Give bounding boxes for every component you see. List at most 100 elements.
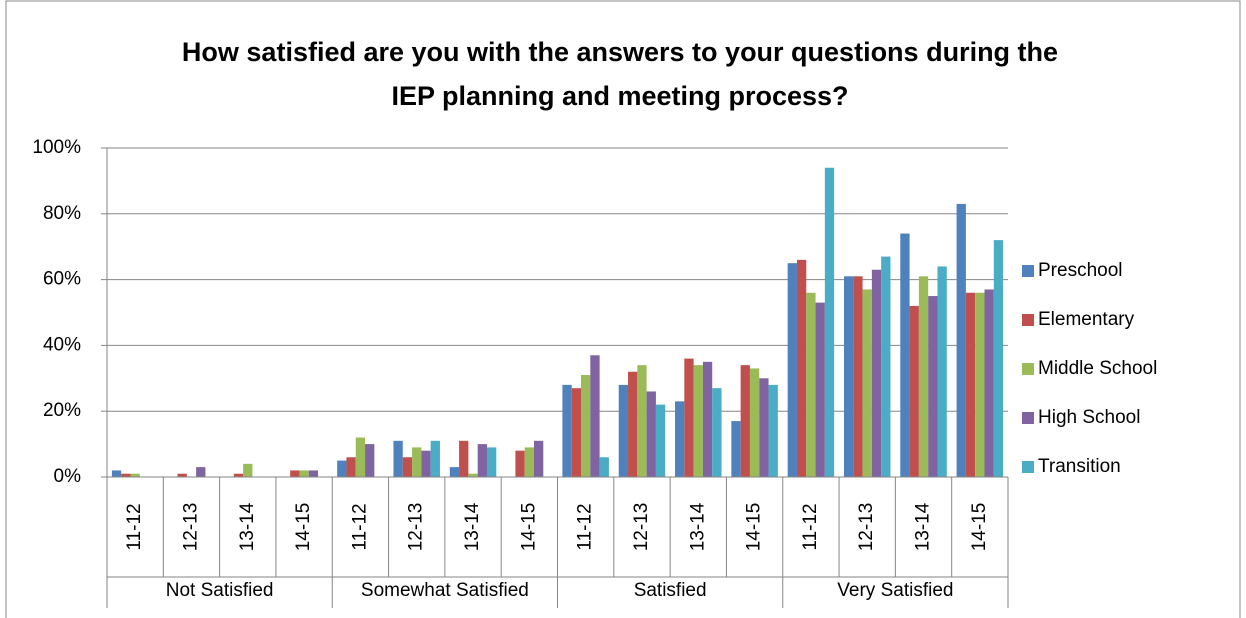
x-tick-label: 12-13: [856, 503, 877, 552]
bar: [993, 240, 1004, 477]
x-tick-label: 11-12: [800, 503, 821, 550]
x-tick-label: 13-14: [462, 502, 483, 551]
bar: [130, 473, 140, 477]
bar: [731, 421, 741, 477]
bar: [233, 473, 244, 477]
bar: [196, 467, 206, 477]
bar: [533, 440, 544, 477]
bar: [477, 444, 487, 477]
bar: [346, 457, 356, 477]
bar: [524, 447, 534, 477]
bar: [562, 384, 572, 477]
bar: [815, 302, 825, 477]
bar: [177, 473, 187, 477]
bar: [308, 470, 319, 477]
y-tick-label: 0%: [54, 466, 82, 487]
bar: [675, 401, 685, 477]
bar: [599, 457, 609, 477]
y-tick-label: 100%: [32, 137, 81, 158]
bar: [843, 276, 854, 477]
bar: [590, 355, 600, 477]
bar: [975, 292, 985, 477]
x-tick-label: 11-12: [575, 503, 596, 550]
bar: [393, 440, 403, 477]
bar: [900, 233, 910, 477]
bar: [749, 368, 760, 477]
bar: [459, 440, 469, 477]
group-label: Somewhat Satisfied: [361, 580, 529, 601]
chart-border: [5, 0, 1241, 618]
bar: [871, 269, 882, 477]
bar: [881, 256, 891, 477]
legend-swatch: [1022, 412, 1034, 424]
bar: [337, 460, 347, 477]
bar: [693, 365, 703, 477]
x-tick-label: 11-12: [349, 503, 370, 550]
legend-swatch: [1022, 314, 1034, 326]
bar: [655, 404, 666, 477]
bar: [909, 305, 919, 477]
bar: [702, 361, 713, 477]
legend-label: Preschool: [1038, 260, 1123, 281]
bar: [486, 447, 497, 477]
bar: [768, 384, 778, 477]
bar: [468, 473, 478, 477]
legend-swatch: [1022, 461, 1034, 473]
y-tick-label: 40%: [43, 334, 81, 355]
x-tick-label: 14-15: [518, 503, 539, 552]
legend-swatch: [1022, 363, 1034, 375]
x-tick-label: 11-12: [124, 503, 145, 550]
x-tick-label: 12-13: [180, 503, 201, 552]
bar: [740, 365, 750, 477]
bar: [637, 365, 647, 477]
y-tick-label: 60%: [43, 269, 81, 290]
legend-label: Middle School: [1038, 358, 1157, 379]
bar: [796, 259, 807, 477]
bar: [430, 440, 440, 477]
bar: [862, 289, 872, 477]
bar: [618, 384, 629, 477]
bar: [121, 473, 131, 477]
bar: [412, 447, 422, 477]
bar: [421, 450, 431, 477]
bar: [299, 470, 309, 477]
bar: [956, 203, 966, 477]
group-label: Satisfied: [634, 580, 707, 601]
bar: [243, 463, 253, 477]
bar: [628, 371, 638, 477]
legend-label: High School: [1038, 407, 1140, 428]
bar: [928, 296, 938, 477]
bar: [571, 388, 582, 477]
bar: [290, 470, 300, 477]
bar: [937, 266, 947, 477]
bar: [355, 437, 366, 477]
bar: [853, 276, 863, 477]
legend-label: Transition: [1038, 456, 1121, 477]
bar: [365, 444, 375, 477]
x-tick-label: 12-13: [406, 503, 427, 552]
bar: [515, 450, 525, 477]
legend-label: Elementary: [1038, 309, 1135, 330]
bar: [712, 388, 722, 477]
x-tick-label: 12-13: [631, 503, 652, 552]
bar: [646, 391, 656, 477]
y-tick-label: 20%: [43, 400, 81, 421]
group-label: Not Satisfied: [166, 580, 274, 601]
bar: [965, 292, 976, 477]
chart-title: How satisfied are you with the answers t…: [181, 37, 1059, 111]
bar: [684, 358, 694, 477]
group-label: Very Satisfied: [837, 580, 953, 601]
x-tick-label: 13-14: [687, 502, 708, 551]
x-tick-label: 13-14: [237, 502, 258, 551]
bar: [402, 457, 413, 477]
bar: [111, 470, 122, 477]
bar: [918, 276, 929, 477]
bar: [449, 467, 460, 477]
bar: [581, 375, 591, 477]
x-tick-label: 14-15: [293, 503, 314, 552]
bar: [759, 378, 769, 477]
bar: [824, 167, 835, 478]
legend-swatch: [1022, 265, 1034, 277]
